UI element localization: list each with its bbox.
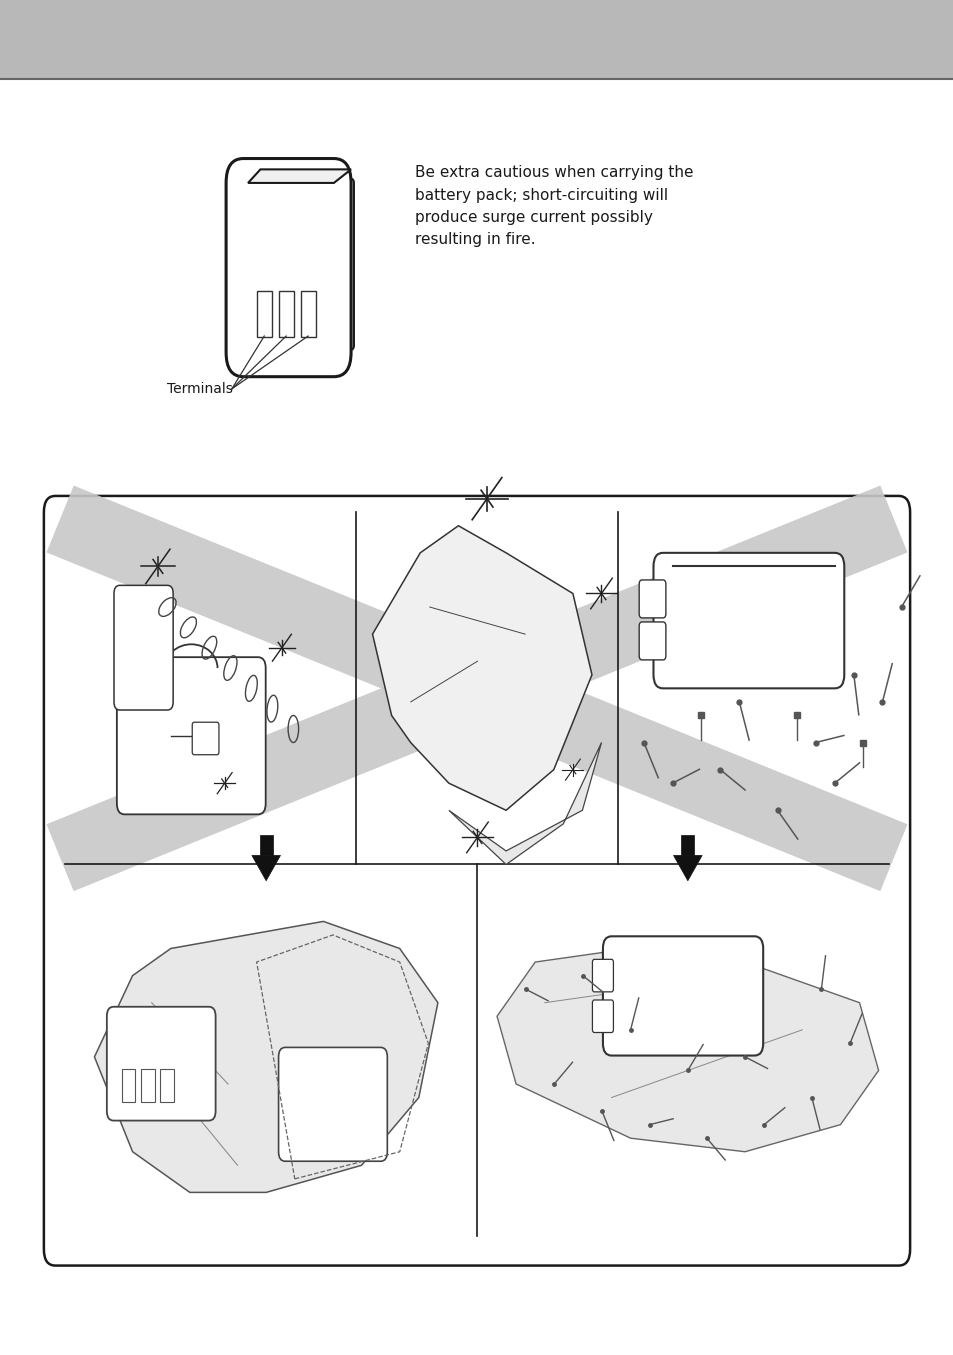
FancyBboxPatch shape: [226, 159, 351, 377]
FancyBboxPatch shape: [300, 291, 315, 337]
FancyBboxPatch shape: [114, 585, 173, 710]
Polygon shape: [497, 948, 878, 1152]
FancyBboxPatch shape: [44, 496, 909, 1266]
FancyBboxPatch shape: [278, 291, 294, 337]
FancyBboxPatch shape: [331, 179, 354, 350]
FancyBboxPatch shape: [0, 0, 953, 79]
FancyBboxPatch shape: [639, 580, 665, 618]
Text: Terminals: Terminals: [167, 382, 233, 396]
FancyBboxPatch shape: [680, 835, 694, 855]
FancyBboxPatch shape: [256, 291, 272, 337]
FancyBboxPatch shape: [592, 959, 613, 992]
FancyBboxPatch shape: [116, 657, 265, 814]
Polygon shape: [448, 743, 600, 864]
FancyBboxPatch shape: [602, 936, 762, 1056]
FancyBboxPatch shape: [653, 553, 843, 688]
FancyBboxPatch shape: [639, 622, 665, 660]
Polygon shape: [252, 855, 280, 881]
FancyBboxPatch shape: [278, 1047, 387, 1161]
Polygon shape: [372, 526, 591, 810]
FancyBboxPatch shape: [592, 1000, 613, 1033]
Polygon shape: [248, 169, 351, 183]
Text: Be extra cautious when carrying the
battery pack; short-circuiting will
produce : Be extra cautious when carrying the batt…: [415, 165, 693, 247]
Polygon shape: [94, 921, 437, 1192]
FancyBboxPatch shape: [192, 722, 218, 755]
FancyBboxPatch shape: [107, 1007, 215, 1121]
FancyBboxPatch shape: [259, 835, 273, 855]
FancyBboxPatch shape: [160, 1069, 173, 1102]
Polygon shape: [673, 855, 701, 881]
FancyBboxPatch shape: [122, 1069, 135, 1102]
FancyBboxPatch shape: [141, 1069, 154, 1102]
